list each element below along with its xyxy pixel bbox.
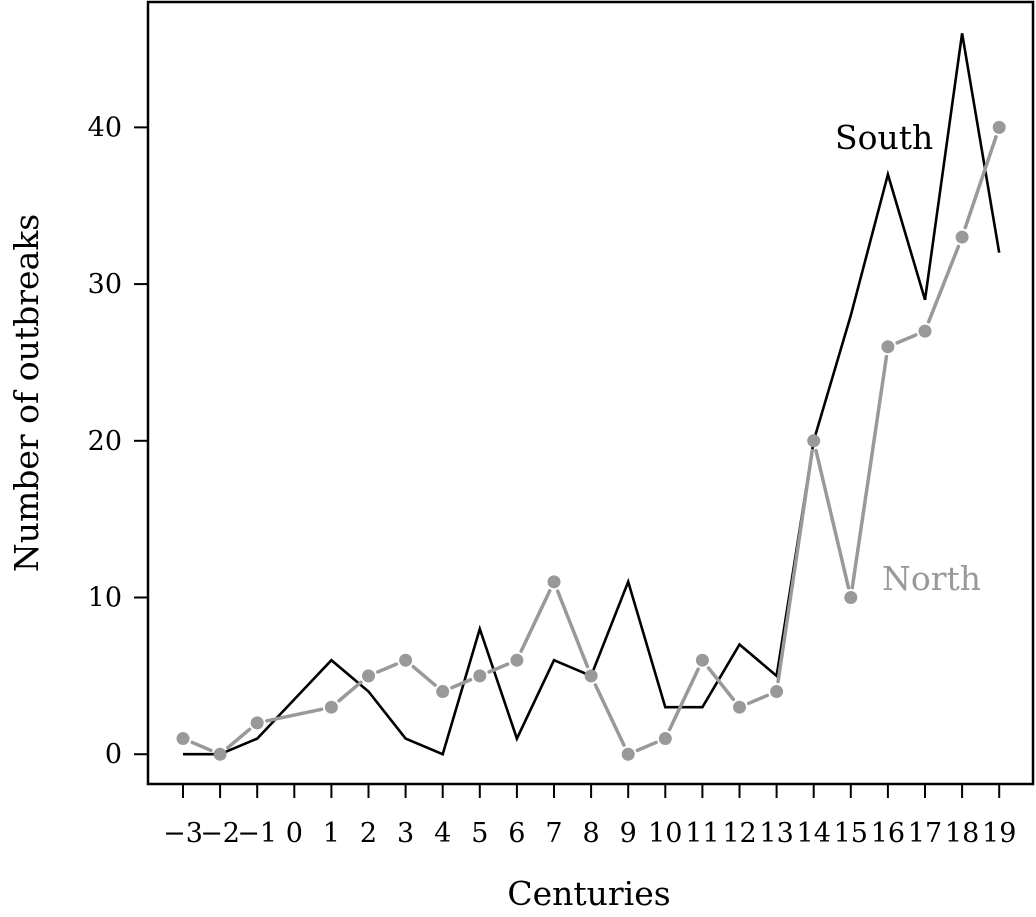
north-point [362,669,375,683]
x-axis-title: Centuries [507,874,670,913]
north-point [250,716,264,730]
x-tick-label: 7 [545,818,562,849]
y-axis: 0 10 20 30 40 [88,112,148,770]
north-point [881,340,895,354]
north-line-segment [746,693,770,706]
north-line-segment [375,662,399,674]
north-line-segment [963,135,998,230]
x-tick-label: 13 [759,818,793,849]
north-point [733,700,746,714]
north-line-segment [895,333,918,345]
north-point [510,653,524,667]
north-point [770,685,784,699]
x-axis: −3−2−1 0 1 2 3 4 5 6 7 8 9 10 11 12 13 14 15 16 17 18 19 [163,784,1016,849]
x-tick-label: 5 [471,818,488,849]
north-line-segment [706,666,736,702]
x-tick-label: 11 [685,818,719,849]
y-tick-label: 30 [88,269,122,300]
north-point [176,732,190,746]
north-point [918,324,932,338]
north-point [658,732,672,746]
x-tick-label: −1 [237,818,277,849]
x-tick-label: 1 [323,818,340,849]
north-line-segment [225,727,252,750]
north-point [844,591,858,605]
north-line-segment [190,740,213,753]
north-line-segment [337,680,363,703]
north-line-segment [814,448,851,590]
x-tick-label: 12 [722,818,756,849]
north-line-segment [776,448,814,684]
north-line-segment [667,667,700,732]
y-tick-label: 20 [88,426,122,457]
north-line-segment [450,678,473,690]
x-tick-label: 2 [360,818,377,849]
north-point [584,669,598,683]
north-line-segment [487,662,510,674]
north-point [473,669,487,683]
series-label-south: South [835,118,933,157]
x-tick-label: 9 [620,818,637,849]
north-line-segment [635,740,658,753]
north-line-segment [593,683,626,747]
x-tick-label: 3 [397,818,414,849]
north-point [807,434,821,448]
x-tick-label: −3 [163,818,203,849]
y-tick-label: 0 [105,739,122,770]
x-tick-label: 8 [583,818,600,849]
north-point [621,747,635,761]
x-tick-label: 0 [286,818,303,849]
x-tick-label: 4 [434,818,451,849]
x-tick-label: 18 [945,818,979,849]
north-line-segment [265,707,324,723]
x-tick-label: 16 [871,818,905,849]
north-line-segment [850,354,889,590]
north-line-segment [519,589,552,653]
north-line-segment [411,664,437,687]
north-point [324,700,338,714]
x-tick-label: −2 [200,818,240,849]
x-tick-label: 10 [648,818,682,849]
north-point [992,120,1006,134]
y-axis-title: Number of outbreaks [7,214,46,572]
north-point [547,575,561,589]
north-point [399,653,413,667]
north-point [436,685,450,699]
y-tick-label: 10 [88,583,122,614]
series-label-north: North [882,559,981,598]
series-layer [176,33,1006,761]
north-line-segment [555,589,590,669]
x-tick-label: 19 [982,818,1016,849]
north-point [213,747,227,761]
x-tick-label: 6 [508,818,525,849]
x-tick-label: 17 [908,818,942,849]
north-point [955,230,969,244]
x-tick-label: 14 [797,818,831,849]
x-tick-label: 15 [834,818,868,849]
series-north [176,120,1006,761]
y-tick-label: 40 [88,112,122,143]
north-line-segment [926,244,961,324]
north-point [695,653,709,667]
